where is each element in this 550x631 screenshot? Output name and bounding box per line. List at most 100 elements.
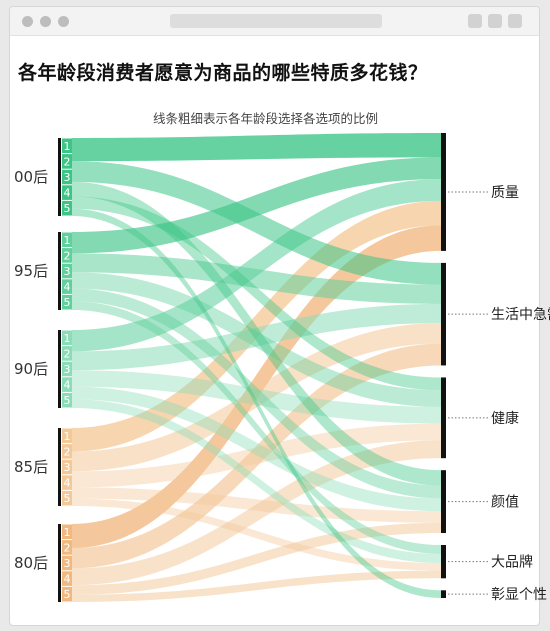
flow-0-4-to-2 <box>72 196 441 391</box>
flow-2-4-to-3 <box>72 386 441 512</box>
source-2-rank-label-2: 2 <box>64 347 71 360</box>
source-0-rank-label-4: 4 <box>64 187 71 200</box>
target-label-4: 大品牌 <box>491 554 533 571</box>
source-axis-0 <box>58 138 61 216</box>
source-4-rank-box-4 <box>62 571 72 586</box>
target-label-5: 彰显个性 <box>491 586 547 603</box>
source-3-rank-box-5 <box>62 490 72 506</box>
extension-icon[interactable] <box>468 14 482 28</box>
close-window-icon[interactable] <box>22 16 33 27</box>
source-0-rank-label-3: 3 <box>64 171 71 184</box>
flow-0-1-to-0 <box>72 133 441 162</box>
target-bar-2 <box>441 377 446 459</box>
source-0-rank-label-5: 5 <box>64 202 71 215</box>
source-3-rank-box-2 <box>62 444 72 459</box>
flow-1-2-to-1 <box>72 253 441 304</box>
source-4-rank-box-5 <box>62 586 72 602</box>
flow-4-2-to-1 <box>72 343 441 569</box>
target-bar-0 <box>441 133 446 251</box>
flow-links <box>71 133 441 602</box>
flow-0-5-to-5 <box>72 208 441 598</box>
flow-1-4-to-3 <box>71 288 441 499</box>
flow-3-2-to-1 <box>72 323 441 472</box>
source-1-rank-box-2 <box>62 248 72 263</box>
source-label-3: 85后 <box>14 458 48 476</box>
target-bar-3 <box>441 470 446 533</box>
source-1-rank-label-4: 4 <box>64 281 71 294</box>
target-label-1: 生活中急需 <box>491 307 550 323</box>
source-axis-2 <box>58 330 61 408</box>
source-1-rank-box-3 <box>62 263 72 279</box>
source-nodes: 1 2 3 4 5 00后 1 2 3 4 5 95后 1 2 3 4 5 90后 1 2 3 4 5 85后 1 2 3 4 5 80后 <box>14 138 72 602</box>
flow-2-1-to-0 <box>72 179 441 352</box>
source-2-rank-label-3: 3 <box>64 363 71 376</box>
source-4-rank-label-5: 5 <box>64 588 71 601</box>
source-2-rank-label-1: 1 <box>64 332 71 345</box>
source-1-rank-label-2: 2 <box>64 249 71 262</box>
source-1-rank-label-5: 5 <box>64 296 71 309</box>
target-bar-4 <box>441 544 446 579</box>
source-3-rank-label-2: 2 <box>64 445 71 458</box>
source-4-rank-box-2 <box>62 540 72 555</box>
flow-3-5-to-4 <box>72 498 441 571</box>
source-0-rank-box-1 <box>62 138 72 154</box>
flow-2-3-to-2 <box>72 370 441 424</box>
source-2-rank-label-4: 4 <box>64 379 71 392</box>
source-3-rank-label-4: 4 <box>64 477 71 490</box>
source-4-rank-label-2: 2 <box>64 541 71 554</box>
target-label-3: 颜值 <box>491 495 519 511</box>
flow-1-5-to-4 <box>72 301 441 554</box>
flow-4-3-to-2 <box>72 440 441 586</box>
target-label-2: 健康 <box>491 410 519 427</box>
source-label-2: 90后 <box>14 360 48 378</box>
source-4-rank-label-1: 1 <box>64 526 71 539</box>
source-2-rank-box-2 <box>62 346 72 361</box>
target-bar-5 <box>441 590 446 598</box>
flow-3-4-to-3 <box>72 487 441 523</box>
flow-2-5-to-4 <box>72 399 441 563</box>
source-4-rank-label-3: 3 <box>64 557 71 570</box>
menu-icon[interactable] <box>508 14 522 28</box>
source-2-rank-box-1 <box>62 330 72 346</box>
source-3-rank-box-1 <box>62 428 72 444</box>
flow-0-3-to-3 <box>72 181 441 486</box>
flow-4-5-to-4 <box>72 570 441 602</box>
chart-subtitle: 线条粗细表示各年龄段选择各选项的比例 <box>152 111 378 126</box>
source-4-rank-box-3 <box>62 555 72 571</box>
source-label-4: 80后 <box>14 554 48 572</box>
source-0-rank-box-3 <box>62 169 72 185</box>
flow-2-2-to-1 <box>72 303 441 371</box>
flow-1-3-to-2 <box>72 272 441 407</box>
chart-title: 各年龄段消费者愿意为商品的哪些特质多花钱？ <box>18 62 428 84</box>
source-3-rank-label-5: 5 <box>64 492 71 505</box>
source-0-rank-box-4 <box>62 185 72 200</box>
source-axis-1 <box>58 232 61 310</box>
target-label-0: 质量 <box>491 185 519 201</box>
target-bar-1 <box>441 262 446 366</box>
source-1-rank-box-4 <box>62 279 72 294</box>
source-axis-4 <box>58 524 61 602</box>
source-0-rank-label-1: 1 <box>64 140 71 153</box>
window-titlebar <box>10 7 539 36</box>
source-1-rank-box-5 <box>62 294 72 310</box>
source-3-rank-label-3: 3 <box>64 461 71 474</box>
maximize-window-icon[interactable] <box>58 16 69 27</box>
source-label-0: 00后 <box>14 168 48 186</box>
flow-3-1-to-0 <box>71 200 441 452</box>
flow-1-1-to-0 <box>72 157 441 254</box>
source-2-rank-label-5: 5 <box>64 394 71 407</box>
flow-3-3-to-2 <box>72 423 441 488</box>
source-axis-3 <box>58 428 61 506</box>
profile-icon[interactable] <box>488 14 502 28</box>
source-1-rank-box-1 <box>62 232 72 248</box>
source-3-rank-box-4 <box>62 475 72 490</box>
flow-0-2-to-1 <box>72 161 441 285</box>
minimize-window-icon[interactable] <box>40 16 51 27</box>
source-3-rank-label-1: 1 <box>64 430 71 443</box>
flow-4-1-to-0 <box>72 225 441 548</box>
address-bar[interactable] <box>170 14 382 28</box>
source-1-rank-label-1: 1 <box>64 234 71 247</box>
source-2-rank-box-4 <box>62 377 72 392</box>
source-label-1: 95后 <box>14 262 48 280</box>
